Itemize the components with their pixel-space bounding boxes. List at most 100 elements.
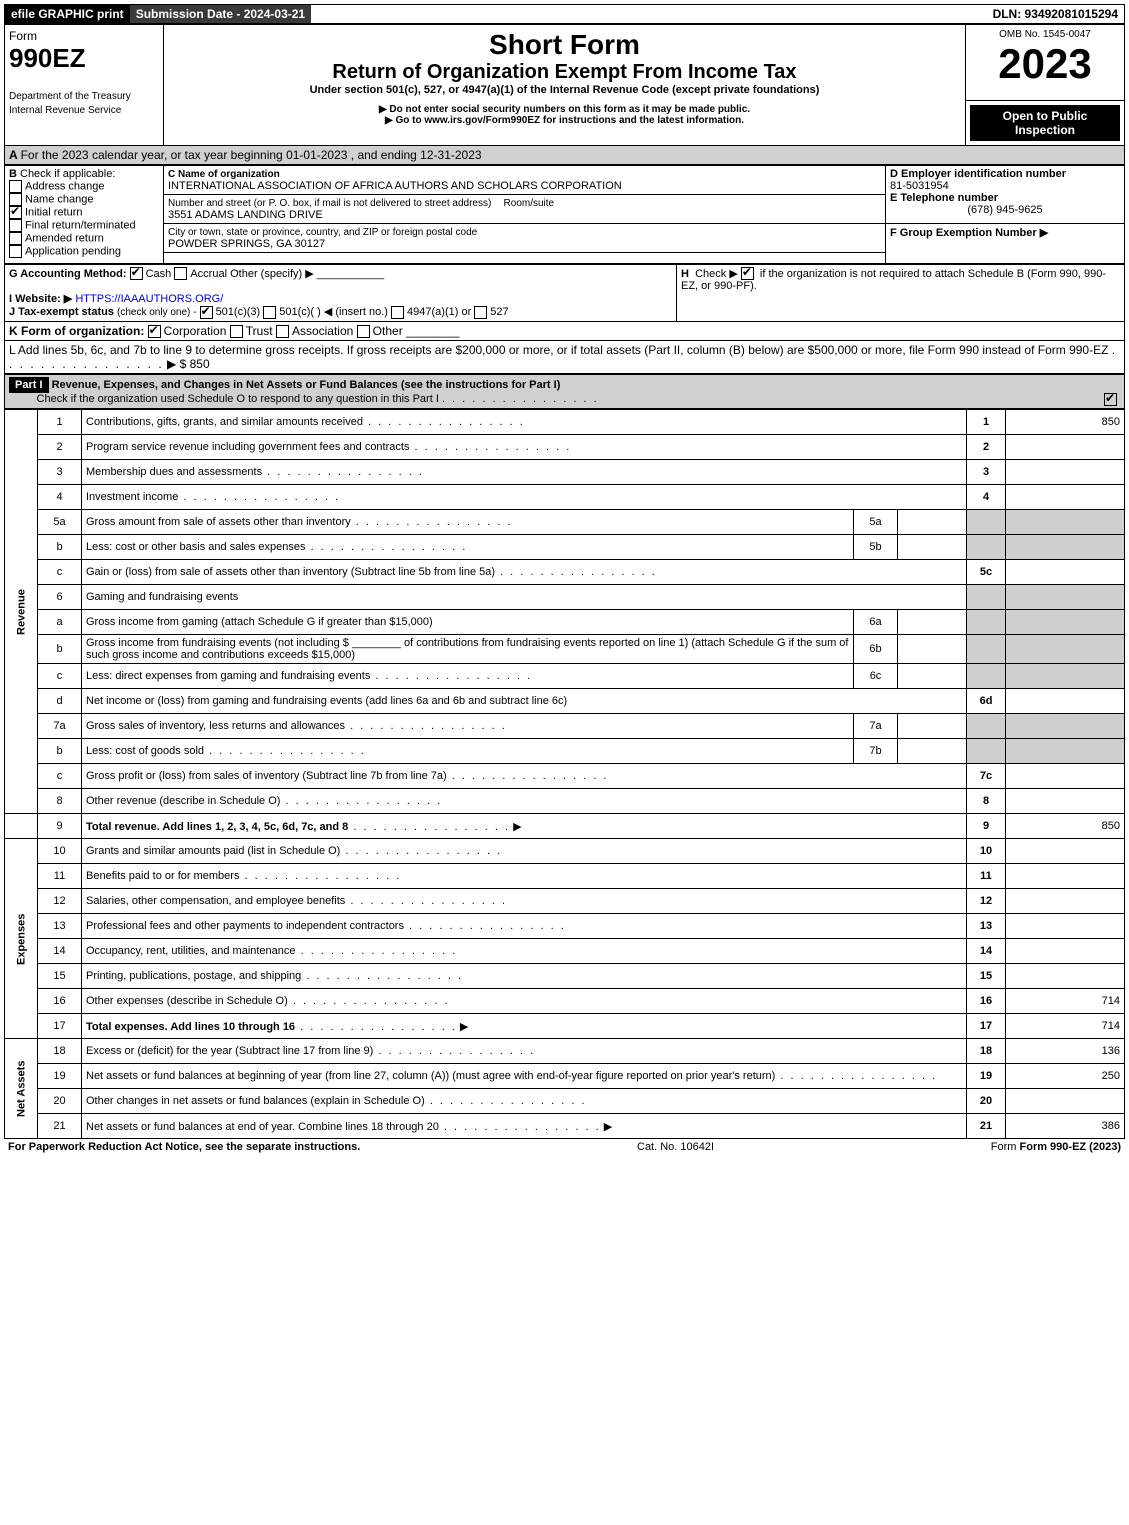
line-7b-text: Less: cost of goods sold xyxy=(86,745,204,757)
line-18-val: 136 xyxy=(1006,1039,1125,1064)
line-7a-text: Gross sales of inventory, less returns a… xyxy=(86,720,345,732)
line-6a-text: Gross income from gaming (attach Schedul… xyxy=(86,616,433,628)
line-19-val: 250 xyxy=(1006,1064,1125,1089)
goto-link[interactable]: ▶ Go to www.irs.gov/Form990EZ for instru… xyxy=(168,115,961,126)
gross-receipts: 850 xyxy=(190,357,210,371)
part1-lines: Revenue 1 Contributions, gifts, grants, … xyxy=(4,409,1125,1139)
chk-application-pending[interactable] xyxy=(9,245,22,258)
line-4-text: Investment income xyxy=(86,491,178,503)
i-label: I Website: ▶ xyxy=(9,293,72,305)
d-label: D Employer identification number xyxy=(890,168,1066,180)
city-label: City or town, state or province, country… xyxy=(168,227,477,238)
chk-final-return[interactable] xyxy=(9,219,22,232)
line-16-val: 714 xyxy=(1006,989,1125,1014)
city-value: POWDER SPRINGS, GA 30127 xyxy=(168,238,325,250)
submission-date: Submission Date - 2024-03-21 xyxy=(130,5,311,23)
line-a: A For the 2023 calendar year, or tax yea… xyxy=(4,146,1125,165)
chk-initial-return[interactable] xyxy=(9,206,22,219)
tax-year: 2023 xyxy=(970,40,1120,88)
g-h-block: G Accounting Method: Cash Accrual Other … xyxy=(4,264,1125,322)
line-1-num: 1 xyxy=(38,410,82,435)
h-label: H xyxy=(681,268,689,280)
line-9-text: Total revenue. Add lines 1, 2, 3, 4, 5c,… xyxy=(86,821,348,833)
line-1-val: 850 xyxy=(1006,410,1125,435)
top-bar: efile GRAPHIC print Submission Date - 20… xyxy=(4,4,1125,24)
line-21-text: Net assets or fund balances at end of ye… xyxy=(86,1121,439,1133)
c-name-label: C Name of organization xyxy=(168,169,280,180)
under-section: Under section 501(c), 527, or 4947(a)(1)… xyxy=(168,84,961,96)
org-name: INTERNATIONAL ASSOCIATION OF AFRICA AUTH… xyxy=(168,180,622,192)
chk-amended-return[interactable] xyxy=(9,232,22,245)
line-8-text: Other revenue (describe in Schedule O) xyxy=(86,795,280,807)
dept: Department of the Treasury xyxy=(9,91,131,102)
line-5b-text: Less: cost or other basis and sales expe… xyxy=(86,541,306,553)
line-k: K Form of organization: Corporation Trus… xyxy=(4,322,1125,341)
line-17-val: 714 xyxy=(1006,1014,1125,1039)
chk-4947[interactable] xyxy=(391,306,404,319)
chk-address-change[interactable] xyxy=(9,180,22,193)
footer-right: Form Form 990-EZ (2023) xyxy=(991,1141,1121,1153)
chk-association[interactable] xyxy=(276,325,289,338)
page-footer: For Paperwork Reduction Act Notice, see … xyxy=(4,1139,1125,1155)
street-label: Number and street (or P. O. box, if mail… xyxy=(168,198,491,209)
line-7c-text: Gross profit or (loss) from sales of inv… xyxy=(86,770,447,782)
b-label: Check if applicable: xyxy=(20,168,115,180)
line-5c-text: Gain or (loss) from sale of assets other… xyxy=(86,566,495,578)
chk-trust[interactable] xyxy=(230,325,243,338)
form-header: Form 990EZ Department of the Treasury In… xyxy=(4,24,1125,146)
line-21-val: 386 xyxy=(1006,1114,1125,1139)
line-3-text: Membership dues and assessments xyxy=(86,466,262,478)
revenue-label: Revenue xyxy=(5,410,38,814)
dln: DLN: 93492081015294 xyxy=(987,5,1124,23)
line-l: L Add lines 5b, 6c, and 7b to line 9 to … xyxy=(4,341,1125,374)
efile-label[interactable]: efile GRAPHIC print xyxy=(5,5,130,23)
line-17-text: Total expenses. Add lines 10 through 16 xyxy=(86,1021,295,1033)
phone-value: (678) 945-9625 xyxy=(890,204,1120,216)
line-12-text: Salaries, other compensation, and employ… xyxy=(86,895,345,907)
line-20-text: Other changes in net assets or fund bala… xyxy=(86,1095,425,1107)
room-label: Room/suite xyxy=(504,198,555,209)
line-5a-text: Gross amount from sale of assets other t… xyxy=(86,516,351,528)
other-specify: Other (specify) ▶ xyxy=(230,268,314,280)
netassets-label: Net Assets xyxy=(5,1039,38,1139)
line-16-text: Other expenses (describe in Schedule O) xyxy=(86,995,288,1007)
chk-other-org[interactable] xyxy=(357,325,370,338)
line-13-text: Professional fees and other payments to … xyxy=(86,920,404,932)
footer-left: For Paperwork Reduction Act Notice, see … xyxy=(8,1141,360,1153)
omb: OMB No. 1545-0047 xyxy=(970,29,1120,40)
form-number: 990EZ xyxy=(9,43,86,73)
line-1-text: Contributions, gifts, grants, and simila… xyxy=(86,416,363,428)
footer-mid: Cat. No. 10642I xyxy=(637,1141,714,1153)
short-form: Short Form xyxy=(168,29,961,61)
g-label: G Accounting Method: xyxy=(9,268,127,280)
chk-501c3[interactable] xyxy=(200,306,213,319)
ssn-warning: ▶ Do not enter social security numbers o… xyxy=(168,104,961,115)
chk-corporation[interactable] xyxy=(148,325,161,338)
line-14-text: Occupancy, rent, utilities, and maintena… xyxy=(86,945,296,957)
expenses-label: Expenses xyxy=(5,839,38,1039)
e-label: E Telephone number xyxy=(890,192,998,204)
line-10-text: Grants and similar amounts paid (list in… xyxy=(86,845,340,857)
form-word: Form xyxy=(9,29,37,43)
line-6d-text: Net income or (loss) from gaming and fun… xyxy=(86,695,567,707)
chk-527[interactable] xyxy=(474,306,487,319)
chk-cash[interactable] xyxy=(130,267,143,280)
part1-check-text: Check if the organization used Schedule … xyxy=(37,393,439,405)
main-title: Return of Organization Exempt From Incom… xyxy=(168,61,961,84)
part1-header: Part I Revenue, Expenses, and Changes in… xyxy=(4,374,1125,409)
part1-label: Part I xyxy=(9,377,49,393)
line-15-text: Printing, publications, postage, and shi… xyxy=(86,970,301,982)
chk-501c[interactable] xyxy=(263,306,276,319)
chk-accrual[interactable] xyxy=(174,267,187,280)
line-2-text: Program service revenue including govern… xyxy=(86,441,409,453)
open-to-public: Open to Public Inspection xyxy=(970,105,1120,141)
org-info-block: B Check if applicable: Address change Na… xyxy=(4,165,1125,264)
chk-sched-b[interactable] xyxy=(741,267,754,280)
line-18-text: Excess or (deficit) for the year (Subtra… xyxy=(86,1045,373,1057)
ein-value: 81-5031954 xyxy=(890,180,949,192)
street-value: 3551 ADAMS LANDING DRIVE xyxy=(168,209,323,221)
chk-schedule-o[interactable] xyxy=(1104,393,1117,406)
j-label: J Tax-exempt status xyxy=(9,306,114,318)
line-9-val: 850 xyxy=(1006,814,1125,839)
part1-heading: Revenue, Expenses, and Changes in Net As… xyxy=(52,379,561,391)
